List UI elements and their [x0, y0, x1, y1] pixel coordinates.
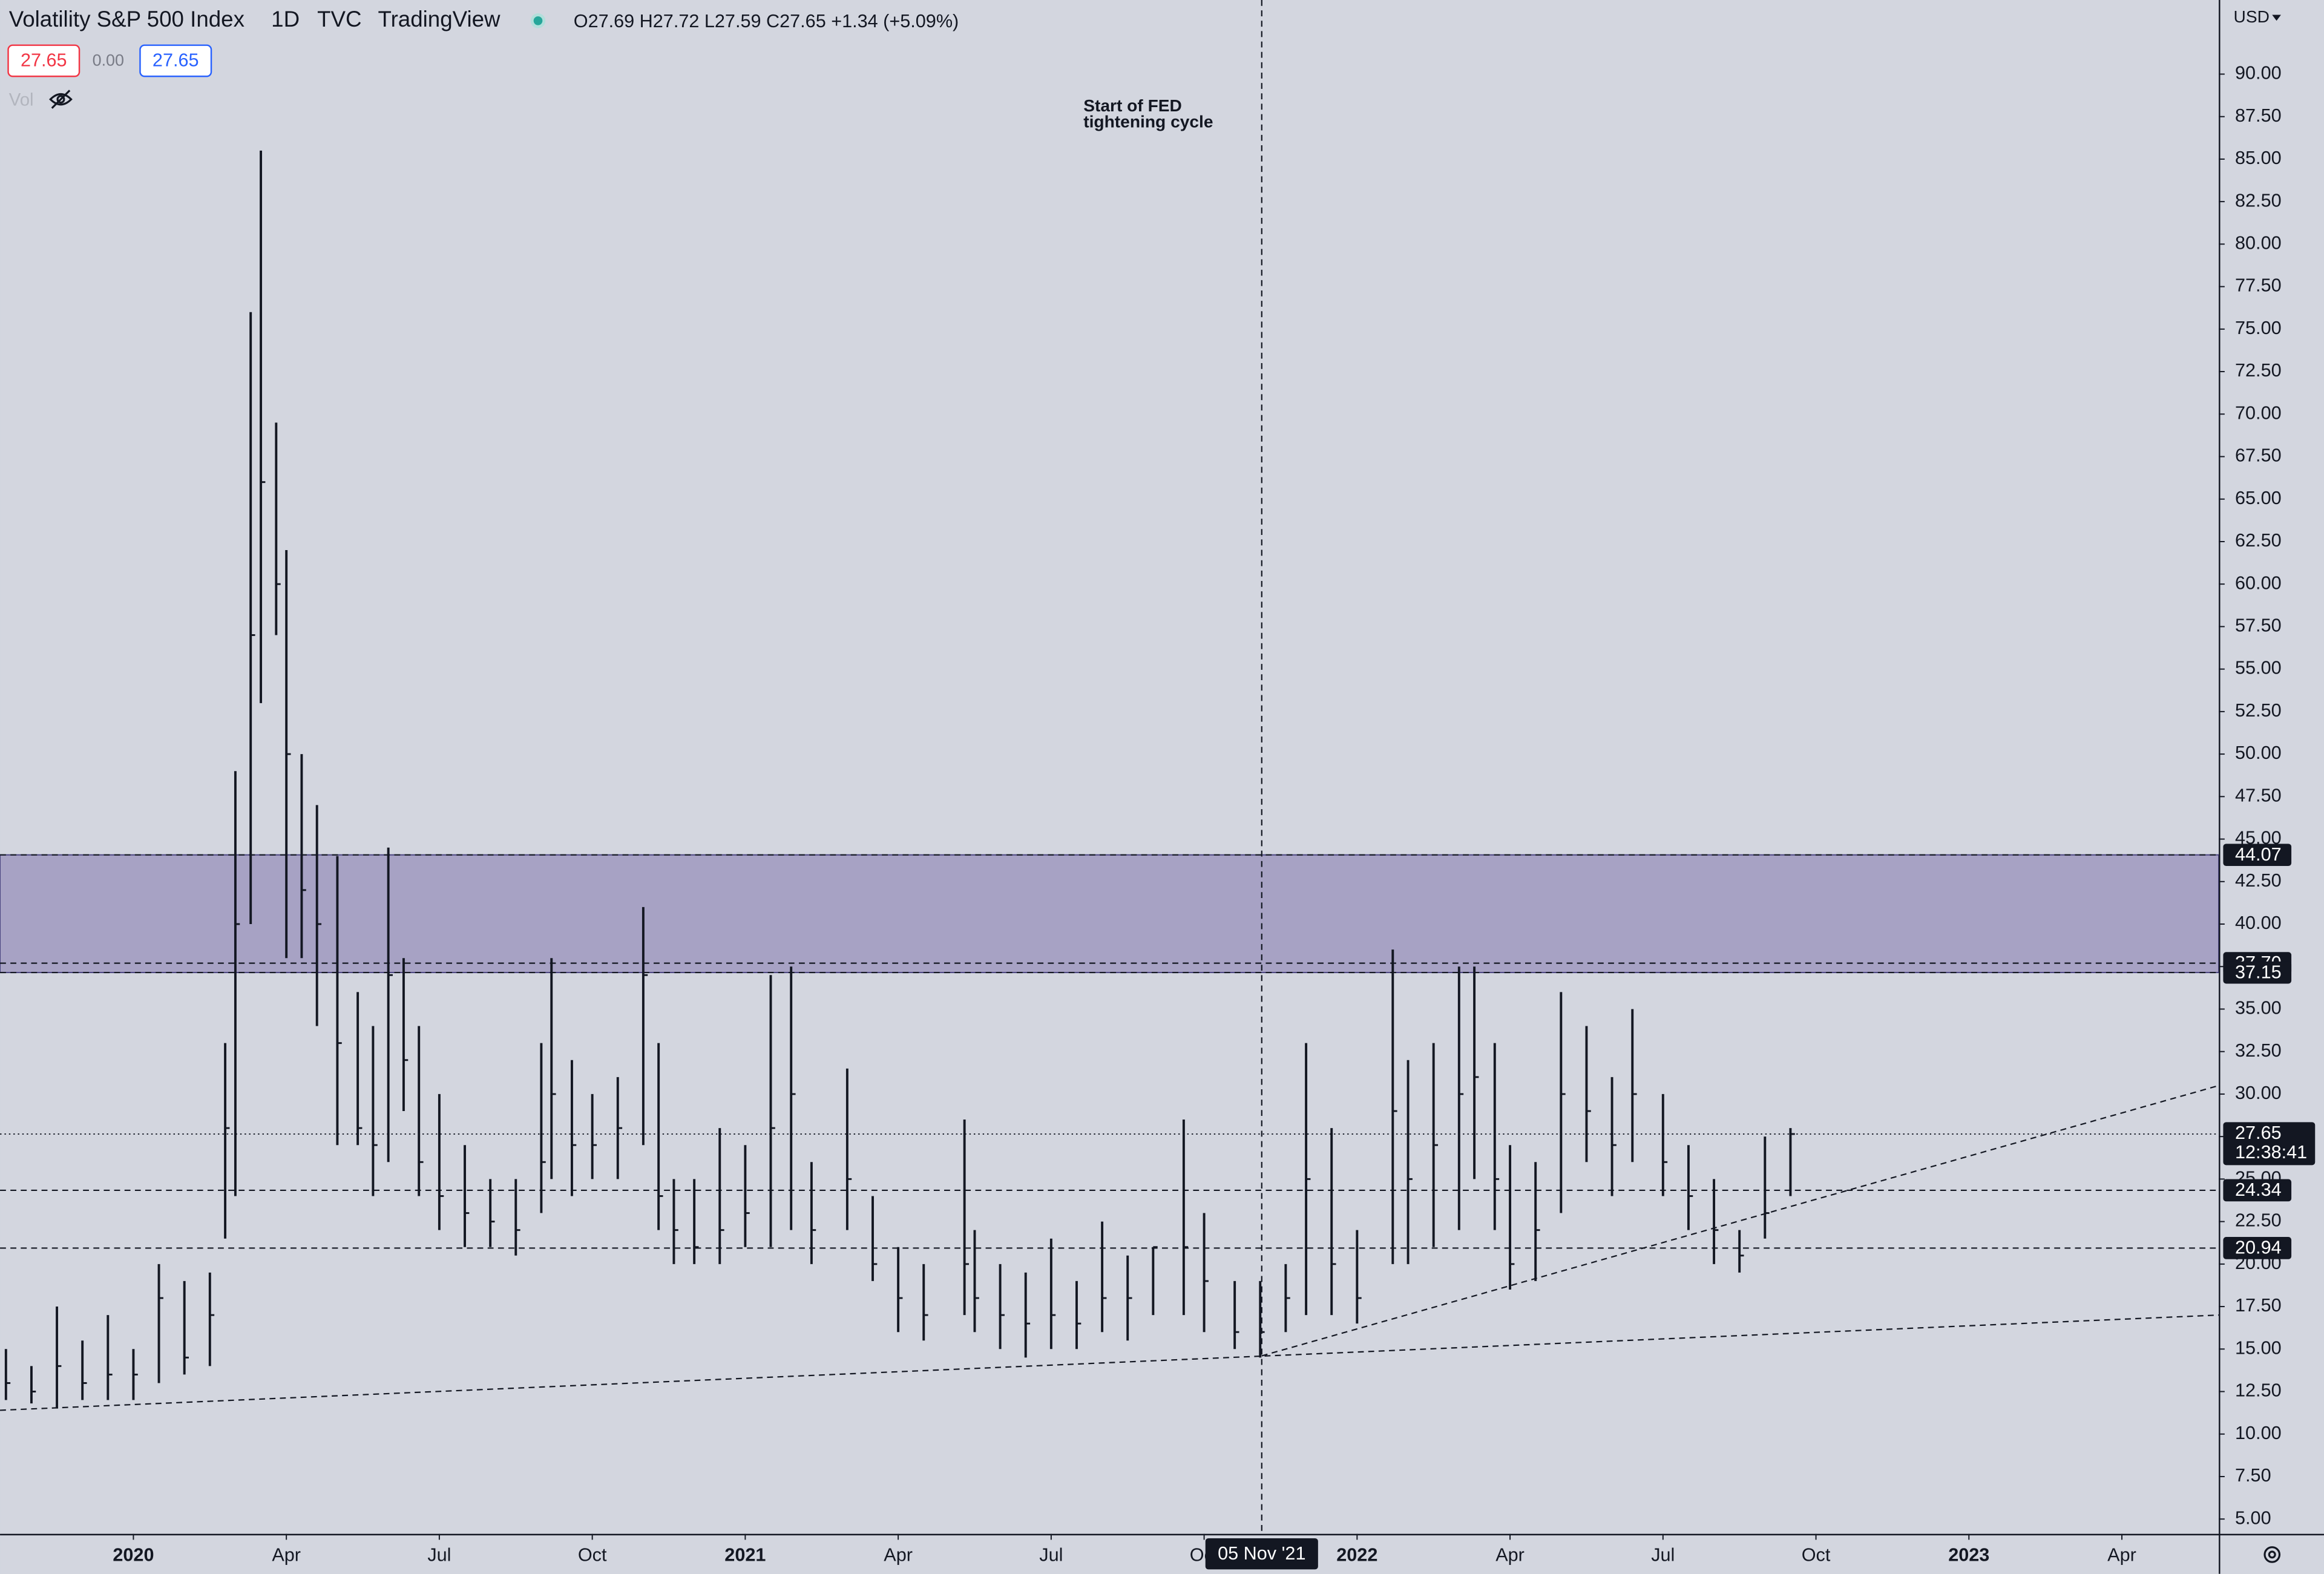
y-tick-label: 62.50	[2235, 530, 2282, 551]
x-tick-label: Oct	[1802, 1544, 1831, 1565]
settings-icon[interactable]	[2263, 1546, 2281, 1563]
y-tick-label: 5.00	[2235, 1507, 2271, 1528]
y-tick-label: 85.00	[2235, 148, 2282, 168]
event-date: 05 Nov '21	[1218, 1543, 1305, 1564]
event-date-box	[1205, 1538, 1318, 1570]
y-tick-label: 12.50	[2235, 1380, 2282, 1401]
market-status	[533, 16, 543, 25]
sell-price[interactable]: 27.65	[21, 50, 67, 71]
y-tick-label: 75.00	[2235, 318, 2282, 338]
y-tick-label: 67.50	[2235, 445, 2282, 466]
exchange: TVC	[317, 7, 361, 31]
y-tick-label: 90.00	[2235, 63, 2282, 84]
currency-caret[interactable]	[2272, 15, 2281, 21]
price-line-label: 20.94	[2235, 1238, 2282, 1258]
x-tick-label: 2020	[113, 1544, 154, 1565]
price-line-label-box	[2223, 1179, 2292, 1202]
y-tick-label: 55.00	[2235, 658, 2282, 678]
spread: 0.00	[93, 51, 124, 70]
last-price-label: 27.65	[2235, 1123, 2282, 1143]
x-tick-label: Apr	[884, 1544, 913, 1565]
symbol-title: Volatility S&P 500 Index	[9, 7, 245, 31]
x-tick-label: Oct	[578, 1544, 607, 1565]
y-tick-label: 72.50	[2235, 360, 2282, 381]
y-tick-label: 32.50	[2235, 1040, 2282, 1061]
y-tick-label: 42.50	[2235, 870, 2282, 891]
y-tick-label: 82.50	[2235, 190, 2282, 211]
y-tick-label: 30.00	[2235, 1083, 2282, 1103]
buy-price[interactable]: 27.65	[153, 50, 199, 71]
price-line-label: 37.15	[2235, 962, 2282, 982]
x-tick-label: Jul	[1651, 1544, 1675, 1565]
x-tick-label: Apr	[2107, 1544, 2136, 1565]
buy-badge[interactable]	[139, 44, 212, 77]
source: TradingView	[378, 7, 501, 31]
volume-label: Vol	[9, 90, 34, 110]
x-tick-label: Jul	[427, 1544, 451, 1565]
countdown: 12:38:41	[2235, 1142, 2307, 1162]
price-line-label-box	[2223, 961, 2292, 984]
trendline	[0, 1314, 2219, 1411]
event-annotation: Start of FED	[1083, 96, 1182, 115]
event-annotation: tightening cycle	[1083, 113, 1213, 131]
y-tick-label: 47.50	[2235, 785, 2282, 805]
y-tick-label: 15.00	[2235, 1337, 2282, 1358]
sell-badge[interactable]	[7, 44, 80, 77]
x-tick-label: 2021	[724, 1544, 766, 1565]
y-tick-label: 17.50	[2235, 1295, 2282, 1316]
y-tick-label: 65.00	[2235, 488, 2282, 508]
y-tick-label: 60.00	[2235, 572, 2282, 593]
y-tick-label: 52.50	[2235, 700, 2282, 721]
resistance-zone	[0, 854, 2220, 974]
currency[interactable]: USD	[2234, 7, 2270, 26]
y-tick-label: 77.50	[2235, 275, 2282, 296]
y-tick-label: 40.00	[2235, 913, 2282, 933]
x-tick-label: Apr	[272, 1544, 301, 1565]
y-tick-label: 7.50	[2235, 1465, 2271, 1486]
y-tick-label: 22.50	[2235, 1210, 2282, 1231]
y-tick-label: 70.00	[2235, 402, 2282, 423]
ohlc-values: O27.69 H27.72 L27.59 C27.65 +1.34 (+5.09…	[574, 11, 959, 31]
interval: 1D	[271, 7, 300, 31]
y-tick-label: 50.00	[2235, 743, 2282, 763]
y-tick-label: 10.00	[2235, 1423, 2282, 1443]
x-tick-label: Apr	[1495, 1544, 1525, 1565]
price-line-label: 44.07	[2235, 844, 2282, 865]
y-tick-label: 57.50	[2235, 615, 2282, 636]
price-line-label-box	[2223, 1237, 2292, 1259]
last-price-box	[2223, 1122, 2316, 1166]
x-tick-label: 2023	[1948, 1544, 1989, 1565]
y-tick-label: 35.00	[2235, 998, 2282, 1018]
price-line-label-box	[2223, 844, 2292, 867]
y-tick-label: 87.50	[2235, 105, 2282, 126]
price-line-label: 24.34	[2235, 1179, 2282, 1200]
x-tick-label: Jul	[1039, 1544, 1063, 1565]
hide-volume-icon[interactable]	[49, 90, 73, 109]
x-tick-label: 2022	[1336, 1544, 1377, 1565]
y-tick-label: 80.00	[2235, 232, 2282, 253]
